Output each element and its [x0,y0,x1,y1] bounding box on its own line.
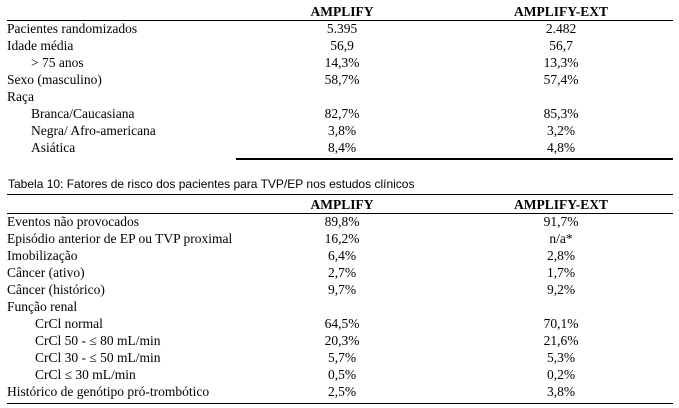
table-row: CrCl 50 - ≤ 80 mL/min 20,3% 21,6% [7,332,673,349]
table-row: Imobilização 6,4% 2,8% [7,247,673,264]
cell-amplify: 82,7% [324,106,360,121]
cell-amplify: 14,3% [324,55,360,70]
cell-amplify: 6,4% [327,248,357,263]
table-row: Branca/Caucasiana 82,7% 85,3% [7,105,673,122]
table1-bottom-rule [236,158,673,160]
cell-amplify-ext: 57,4% [543,72,579,87]
row-label: Branca/Caucasiana [31,106,135,121]
cell-amplify-ext: 2,8% [546,248,576,263]
table-header-row: AMPLIFY AMPLIFY-EXT [7,3,673,20]
header-amplify-ext: AMPLIFY-EXT [513,197,608,212]
table-row: Histórico de genótipo pró-trombótico 2,5%… [7,383,673,400]
row-label: Câncer (ativo) [7,265,85,280]
table-row: Asiática 8,4% 4,8% [7,139,673,156]
row-label: CrCl ≤ 30 mL/min [35,367,136,382]
table-row: Eventos não provocados 89,8% 91,7% [7,213,673,230]
cell-amplify: 3,8% [327,123,357,138]
table2-bottom-rule [7,403,673,404]
table-row: Câncer (histórico) 9,7% 9,2% [7,281,673,298]
table-row: Episódio anterior de EP ou TVP proximal 1… [7,230,673,247]
table-body: Eventos não provocados 89,8% 91,7% Episódio… [7,213,673,400]
cell-amplify-ext: 5,3% [546,350,576,365]
cell-amplify: 2,7% [327,265,357,280]
row-label: Eventos não provocados [7,214,139,229]
table-row: Idade média 56,9 56,7 [7,37,673,54]
demographics-table: AMPLIFY AMPLIFY-EXT Pacientes randomizad… [7,3,673,156]
table-row: > 75 anos 14,3% 13,3% [7,54,673,71]
cell-amplify: 0,5% [327,367,357,382]
table1-header-rule [7,20,673,21]
cell-amplify: 5.395 [326,21,358,36]
cell-amplify: 58,7% [324,72,360,87]
cell-amplify-ext: 4,8% [546,140,576,155]
table-row: Pacientes randomizados 5.395 2.482 [7,20,673,37]
cell-amplify-ext: 3,2% [546,123,576,138]
cell-amplify: 64,5% [324,316,360,331]
row-label: Imobilização [7,248,78,263]
table-caption: Tabela 10: Fatores de risco dos paciente… [8,177,415,191]
cell-amplify-ext: 85,3% [543,106,579,121]
cell-amplify-ext: n/a* [549,231,573,246]
cell-amplify-ext: 9,2% [546,282,576,297]
row-label: Raça [7,89,34,104]
table-body: Pacientes randomizados 5.395 2.482 Idade mé… [7,20,673,156]
header-amplify: AMPLIFY [310,4,374,19]
header-amplify: AMPLIFY [310,197,374,212]
header-amplify-ext: AMPLIFY-EXT [513,4,608,19]
table2-top-rule [7,194,673,195]
cell-amplify-ext: 56,7 [549,38,573,53]
row-label: CrCl 30 - ≤ 50 mL/min [35,350,161,365]
cell-amplify: 5,7% [327,350,357,365]
cell-amplify: 9,7% [327,282,357,297]
cell-amplify-ext: 91,7% [543,214,579,229]
cell-amplify-ext: 1,7% [546,265,576,280]
row-label: Negra/ Afro-americana [31,123,156,138]
row-label: Asiática [31,140,76,155]
row-label: Pacientes randomizados [7,21,138,36]
table-row: Função renal [7,298,673,315]
cell-amplify: 8,4% [327,140,357,155]
cell-amplify-ext: 2.482 [545,21,577,36]
cell-amplify: 20,3% [324,333,360,348]
cell-amplify-ext: 0,2% [546,367,576,382]
cell-amplify-ext: 70,1% [543,316,579,331]
row-label: Função renal [7,299,78,314]
cell-amplify: 56,9 [330,38,354,53]
table-row: CrCl 30 - ≤ 50 mL/min 5,7% 5,3% [7,349,673,366]
cell-amplify-ext: 13,3% [543,55,579,70]
row-label: CrCl 50 - ≤ 80 mL/min [35,333,161,348]
row-label: Sexo (masculino) [7,72,102,87]
row-label: > 75 anos [31,55,84,70]
row-label: Idade média [7,38,74,53]
risk-factors-table: AMPLIFY AMPLIFY-EXT Eventos não provocad… [7,196,673,400]
cell-amplify-ext: 21,6% [543,333,579,348]
table-row: Negra/ Afro-americana 3,8% 3,2% [7,122,673,139]
row-label: Câncer (histórico) [7,282,105,297]
table-row: Raça [7,88,673,105]
cell-amplify-ext: 3,8% [546,384,576,399]
table-row: Câncer (ativo) 2,7% 1,7% [7,264,673,281]
table-row: CrCl normal 64,5% 70,1% [7,315,673,332]
table-row: Sexo (masculino) 58,7% 57,4% [7,71,673,88]
cell-amplify: 2,5% [327,384,357,399]
cell-amplify: 89,8% [324,214,360,229]
table-row: CrCl ≤ 30 mL/min 0,5% 0,2% [7,366,673,383]
table-header-row: AMPLIFY AMPLIFY-EXT [7,196,673,213]
row-label: Episódio anterior de EP ou TVP proximal [7,231,233,246]
cell-amplify: 16,2% [324,231,360,246]
row-label: Histórico de genótipo pró-trombótico [7,384,210,399]
table2-header-rule [7,213,673,214]
row-label: CrCl normal [35,316,103,331]
